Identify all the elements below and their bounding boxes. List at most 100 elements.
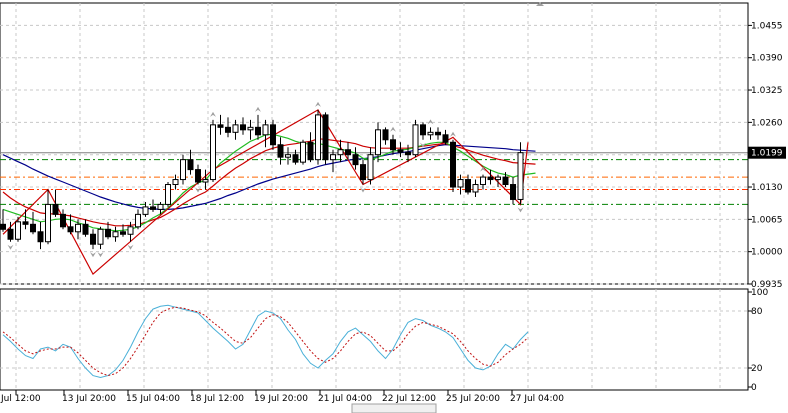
- candle-body: [360, 164, 366, 181]
- time-tick-label: 13 Jul 20:00: [62, 394, 116, 404]
- candle-body: [195, 169, 201, 183]
- candle-body: [345, 149, 351, 156]
- candle-body: [390, 139, 396, 151]
- candle-body: [367, 154, 374, 181]
- fractal-down-icon: [195, 187, 201, 193]
- candle-body: [487, 176, 494, 181]
- time-tick-label: 27 Jul 04:00: [510, 394, 564, 404]
- price-tick-label: 1.0390: [751, 54, 783, 64]
- candle-body: [37, 231, 44, 243]
- fractal-markers: [7, 101, 524, 258]
- time-tick-label: Jul 12:00: [0, 394, 41, 404]
- price-tick-label: 1.0130: [751, 183, 783, 193]
- price-tick-label: 1.0260: [751, 118, 783, 128]
- candle-body: [412, 124, 419, 156]
- candle-body: [442, 134, 449, 143]
- candle-body: [105, 228, 111, 238]
- price-tick-label: 1.0455: [751, 21, 783, 31]
- ma-mid-line: [2, 138, 536, 227]
- price-axis: 1.04551.03901.03251.02601.01951.01301.00…: [747, 3, 786, 290]
- candle-body: [180, 159, 186, 181]
- candle-body: [510, 184, 516, 200]
- current-price-label: 1.0199: [751, 149, 783, 159]
- candle-body: [375, 129, 381, 156]
- fractal-down-icon: [360, 187, 366, 193]
- candle-body: [285, 154, 291, 158]
- candle-body: [382, 129, 389, 141]
- candle-body: [97, 228, 104, 245]
- candle-body: [427, 131, 434, 136]
- candle-body: [7, 228, 14, 240]
- candle-body: [307, 141, 314, 161]
- candle-body: [502, 176, 509, 186]
- candle-body: [255, 126, 261, 136]
- candle-body: [172, 179, 179, 186]
- oscillator-lines: [2, 304, 529, 379]
- candle-body: [450, 141, 456, 188]
- time-tick-label: 18 Jul 12:00: [190, 394, 244, 404]
- candle-body: [480, 176, 486, 186]
- shift-marker-icon[interactable]: [536, 2, 544, 6]
- candle-body: [60, 213, 66, 228]
- time-tick-label: 15 Jul 04:00: [126, 394, 180, 404]
- candle-body: [82, 223, 89, 235]
- fractal-down-icon: [420, 142, 426, 148]
- candle-body: [405, 151, 411, 156]
- fractal-up-icon: [255, 106, 261, 112]
- price-tick-label: 1.0325: [751, 86, 783, 96]
- candle-body: [330, 154, 336, 161]
- candle-body: [15, 221, 21, 240]
- main-price-chart[interactable]: [0, 2, 749, 285]
- candle-body: [202, 179, 209, 183]
- candle-body: [120, 231, 126, 235]
- candle-body: [457, 179, 464, 188]
- time-tick-label: 22 Jul 12:00: [382, 394, 436, 404]
- oscillator-axis: 100 80 20 0: [747, 288, 768, 393]
- candle-body: [397, 149, 404, 153]
- candlesticks: [0, 109, 524, 250]
- oscillator-subwindow[interactable]: [0, 288, 749, 391]
- oscillator-grid: [0, 289, 748, 390]
- time-tick-label: 25 Jul 20:00: [446, 394, 500, 404]
- candle-body: [495, 176, 501, 181]
- oscillator-tick-label: 20: [751, 364, 763, 374]
- price-tick-label: 1.0065: [751, 215, 783, 225]
- fractal-up-icon: [427, 119, 434, 125]
- candle-body: [517, 152, 524, 200]
- candle-body: [75, 223, 81, 233]
- candle-body: [352, 154, 359, 166]
- main-chart-frame: [0, 2, 749, 285]
- fractal-up-icon: [390, 126, 396, 132]
- fractal-down-icon: [127, 244, 134, 250]
- fractal-down-icon: [97, 252, 104, 258]
- candle-body: [435, 131, 441, 136]
- candle-body: [315, 114, 321, 161]
- candle-body: [22, 221, 29, 225]
- candle-body: [277, 144, 284, 158]
- candle-body: [465, 179, 471, 193]
- candle-body: [225, 126, 231, 133]
- fractal-up-icon: [210, 111, 216, 117]
- price-tick-label: 1.0000: [751, 248, 783, 258]
- candle-body: [112, 231, 119, 238]
- chart-tab[interactable]: [351, 403, 437, 413]
- fractal-down-icon: [517, 207, 524, 213]
- candle-body: [232, 124, 239, 133]
- fractal-up-icon: [450, 131, 456, 137]
- candle-body: [0, 223, 6, 230]
- oscillator-main-line: [2, 304, 529, 379]
- candle-body: [157, 203, 164, 210]
- horizontal-levels[interactable]: [0, 152, 748, 205]
- candle-body: [45, 203, 51, 243]
- candle-body: [270, 124, 276, 146]
- candle-body: [322, 114, 329, 161]
- candle-body: [142, 206, 149, 215]
- candle-body: [135, 213, 141, 228]
- time-tick-label: 21 Jul 04:00: [318, 394, 372, 404]
- current-price-badge: [748, 146, 786, 159]
- candle-body: [420, 124, 426, 136]
- price-tick-label: 0.9935: [751, 280, 783, 290]
- candle-body: [30, 223, 36, 233]
- candle-body: [52, 203, 59, 215]
